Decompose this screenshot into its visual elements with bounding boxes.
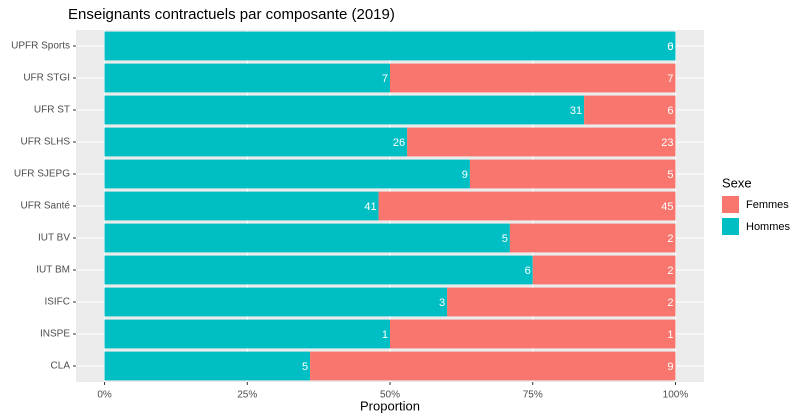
- data-label: 5: [302, 361, 308, 373]
- x-tick-label: 75%: [523, 390, 543, 401]
- data-label: 6: [667, 41, 673, 53]
- x-tick-label: 0%: [97, 390, 112, 401]
- y-tick-label: UPFR Sports: [11, 41, 70, 52]
- legend-key: [722, 196, 739, 213]
- data-label: 3: [439, 297, 445, 309]
- data-label: 6: [525, 265, 531, 277]
- data-label: 2: [667, 265, 673, 277]
- bar-segment: [104, 159, 470, 189]
- bar-segment: [378, 191, 676, 221]
- data-label: 7: [382, 73, 388, 85]
- data-label: 9: [667, 361, 673, 373]
- bar-segment: [532, 255, 676, 285]
- data-label: 5: [502, 233, 508, 245]
- data-label: 45: [661, 201, 673, 213]
- bar-segment: [509, 223, 676, 253]
- bar-segment: [104, 127, 408, 157]
- bar-segment: [104, 31, 676, 61]
- bar-segment: [310, 351, 676, 381]
- data-label: 26: [393, 137, 405, 149]
- chart-title: Enseignants contractuels par composante …: [68, 6, 395, 23]
- y-tick-label: ISIFC: [44, 297, 70, 308]
- x-tick-label: 50%: [380, 390, 400, 401]
- data-label: 5: [667, 169, 673, 181]
- bar-segment: [390, 63, 676, 93]
- data-label: 41: [364, 201, 376, 213]
- bar-segment: [390, 319, 676, 349]
- data-label: 2: [667, 233, 673, 245]
- data-label: 31: [570, 105, 582, 117]
- data-label: 0: [667, 41, 673, 53]
- data-label: 1: [667, 329, 673, 341]
- data-label: 2: [667, 297, 673, 309]
- x-axis-label: Proportion: [360, 398, 420, 413]
- bar-segment: [407, 127, 676, 157]
- legend-key: [722, 218, 739, 235]
- bar-segment: [104, 351, 311, 381]
- legend-label: Hommes: [746, 221, 791, 233]
- legend-label: Femmes: [746, 199, 789, 211]
- y-tick-label: INSPE: [40, 329, 70, 340]
- data-label: 1: [382, 329, 388, 341]
- y-tick-label: IUT BV: [38, 233, 70, 244]
- bar-segment: [447, 287, 676, 317]
- x-tick-label: 100%: [663, 390, 689, 401]
- bar-segment: [104, 63, 390, 93]
- bar-segment: [104, 287, 448, 317]
- bar-segment: [469, 159, 676, 189]
- y-tick-label: UFR Santé: [21, 201, 71, 212]
- x-tick-label: 25%: [237, 390, 257, 401]
- y-tick-label: IUT BM: [36, 265, 70, 276]
- y-tick-label: UFR STGI: [23, 73, 70, 84]
- bar-segment: [104, 191, 379, 221]
- data-label: 6: [667, 105, 673, 117]
- y-tick-label: CLA: [51, 361, 71, 372]
- bar-segment: [104, 95, 585, 125]
- bar-segment: [104, 223, 510, 253]
- data-label: 7: [667, 73, 673, 85]
- legend-title: Sexe: [722, 175, 752, 190]
- y-tick-label: UFR SJEPG: [14, 169, 70, 180]
- y-tick-label: UFR SLHS: [21, 137, 71, 148]
- bar-segment: [104, 255, 533, 285]
- data-label: 9: [462, 169, 468, 181]
- bar-segment: [584, 95, 676, 125]
- data-label: 23: [661, 137, 673, 149]
- bar-segment: [104, 319, 390, 349]
- y-tick-label: UFR ST: [34, 105, 70, 116]
